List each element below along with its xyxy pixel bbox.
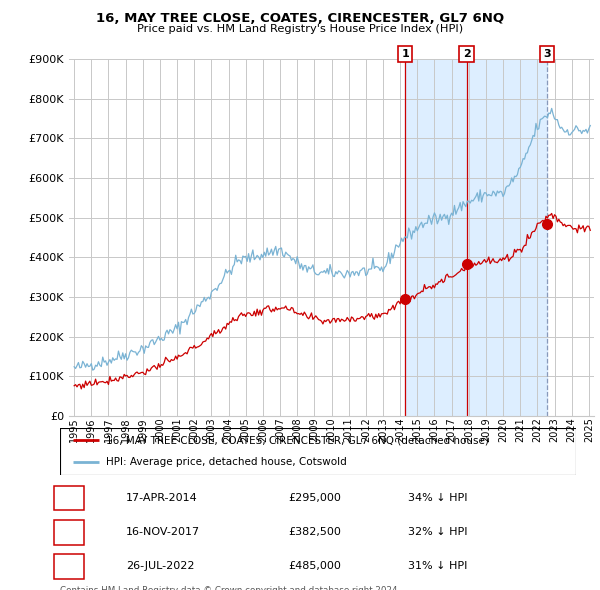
Text: 3: 3 bbox=[543, 49, 551, 59]
Text: 2: 2 bbox=[463, 49, 470, 59]
Text: £485,000: £485,000 bbox=[288, 562, 341, 571]
Text: 31% ↓ HPI: 31% ↓ HPI bbox=[408, 562, 467, 571]
Text: 34% ↓ HPI: 34% ↓ HPI bbox=[408, 493, 467, 503]
Text: 32% ↓ HPI: 32% ↓ HPI bbox=[408, 527, 467, 537]
Text: 1: 1 bbox=[65, 493, 73, 503]
Text: 1: 1 bbox=[401, 49, 409, 59]
Text: 16, MAY TREE CLOSE, COATES, CIRENCESTER, GL7 6NQ: 16, MAY TREE CLOSE, COATES, CIRENCESTER,… bbox=[96, 12, 504, 25]
Text: 26-JUL-2022: 26-JUL-2022 bbox=[126, 562, 194, 571]
Text: 2: 2 bbox=[65, 527, 73, 537]
Text: Contains HM Land Registry data © Crown copyright and database right 2024.: Contains HM Land Registry data © Crown c… bbox=[60, 586, 400, 590]
Text: 3: 3 bbox=[65, 562, 73, 571]
Text: £295,000: £295,000 bbox=[288, 493, 341, 503]
Text: HPI: Average price, detached house, Cotswold: HPI: Average price, detached house, Cots… bbox=[106, 457, 347, 467]
Text: Price paid vs. HM Land Registry's House Price Index (HPI): Price paid vs. HM Land Registry's House … bbox=[137, 24, 463, 34]
Text: 17-APR-2014: 17-APR-2014 bbox=[126, 493, 198, 503]
Bar bbox=[405, 59, 547, 416]
Text: 16-NOV-2017: 16-NOV-2017 bbox=[126, 527, 200, 537]
Text: £382,500: £382,500 bbox=[288, 527, 341, 537]
Text: 16, MAY TREE CLOSE, COATES, CIRENCESTER, GL7 6NQ (detached house): 16, MAY TREE CLOSE, COATES, CIRENCESTER,… bbox=[106, 435, 490, 445]
